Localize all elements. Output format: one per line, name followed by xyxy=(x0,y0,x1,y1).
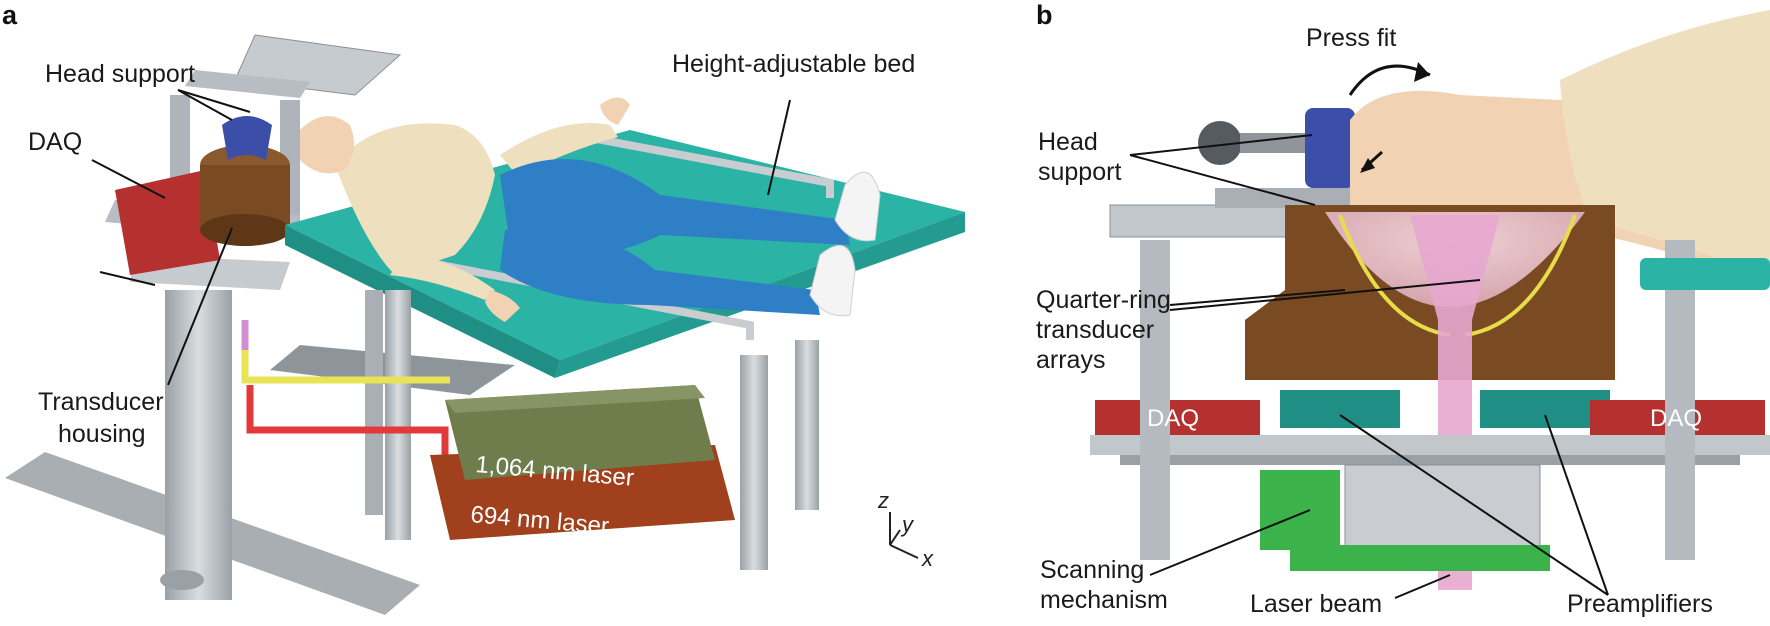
frame-bar-top xyxy=(185,70,310,98)
small-arrowhead xyxy=(1360,158,1375,173)
panel-a-leader-lines xyxy=(91,89,791,386)
quarter-ring-left xyxy=(1338,214,1451,337)
quarter-ring-right xyxy=(1464,214,1577,337)
preamp-left xyxy=(1280,390,1400,428)
bed-leg-2 xyxy=(740,355,768,570)
scanning-plate xyxy=(1290,545,1550,571)
label-head-support: Head support xyxy=(45,60,195,88)
bed-edge-b xyxy=(1640,258,1770,290)
label-height-adjustable-bed: Height-adjustable bed xyxy=(672,50,915,78)
label-press-fit: Press fit xyxy=(1306,24,1396,52)
bed-leg-4 xyxy=(365,290,383,515)
axis-indicator xyxy=(889,512,919,559)
label-transducer-housing-line2: housing xyxy=(58,420,146,448)
scanning-motor xyxy=(1260,470,1340,550)
panel-b-illustration xyxy=(1090,10,1770,590)
hand-upper xyxy=(600,97,630,125)
laser-beam-b xyxy=(1410,215,1500,590)
label-preamplifiers: Preamplifiers xyxy=(1567,590,1713,618)
preamp-right xyxy=(1480,390,1610,428)
label-quarter-ring-line1: Quarter-ring xyxy=(1036,286,1171,314)
frame-post-left-b xyxy=(1140,240,1170,560)
panel-a-letter: a xyxy=(2,0,18,30)
label-daq-right: DAQ xyxy=(1650,405,1702,432)
laser-path-yellow xyxy=(241,350,450,384)
bed-leg-1 xyxy=(385,290,411,540)
lower-rail-2 xyxy=(1120,455,1740,465)
label-scanning-line1: Scanning xyxy=(1040,556,1144,584)
label-head-support-b-line1: Head xyxy=(1038,128,1098,156)
knob xyxy=(1198,121,1242,165)
stand-column xyxy=(165,290,232,600)
axis-z-label: z xyxy=(877,488,889,513)
panel-b-letter: b xyxy=(1036,0,1053,30)
label-transducer-housing-line1: Transducer xyxy=(38,388,164,416)
axis-y-label: y xyxy=(900,512,915,537)
lower-rail xyxy=(1090,435,1770,455)
sock-lower xyxy=(809,245,856,317)
label-quarter-ring-line3: arrays xyxy=(1036,346,1105,374)
panel-b-leader-lines xyxy=(1129,134,1609,599)
sock-upper xyxy=(834,171,881,242)
label-daq-a: DAQ xyxy=(28,128,82,156)
leg-upper xyxy=(500,159,850,256)
housing-bottom xyxy=(200,214,290,246)
bed-edge-front xyxy=(285,225,560,378)
scanning-housing xyxy=(1344,464,1541,561)
label-scanning-line2: mechanism xyxy=(1040,586,1168,614)
arm-upper xyxy=(500,123,618,177)
label-head-support-b-line2: support xyxy=(1038,158,1121,186)
stand-foot xyxy=(160,570,204,590)
head xyxy=(300,116,354,174)
laser-path-red xyxy=(246,385,449,455)
press-fit-arrowhead xyxy=(1414,62,1430,82)
daq-box-a xyxy=(115,170,220,275)
label-daq-left: DAQ xyxy=(1147,405,1199,432)
frame-post-right-b xyxy=(1665,240,1695,560)
daq-left-box xyxy=(1095,400,1260,435)
axis-x-label: x xyxy=(921,546,934,571)
head-support-cushion xyxy=(222,116,272,160)
hand-lower xyxy=(485,290,520,322)
laser-1064-top xyxy=(445,385,705,413)
panel-a-illustration xyxy=(5,34,965,615)
bed-leg-3 xyxy=(795,340,819,510)
label-quarter-ring-line2: transducer xyxy=(1036,316,1154,344)
label-laser-beam: Laser beam xyxy=(1250,590,1382,618)
head-support-pad xyxy=(1305,108,1355,188)
arm-lower xyxy=(390,258,495,300)
leg-lower xyxy=(500,228,820,315)
torso xyxy=(335,123,495,275)
